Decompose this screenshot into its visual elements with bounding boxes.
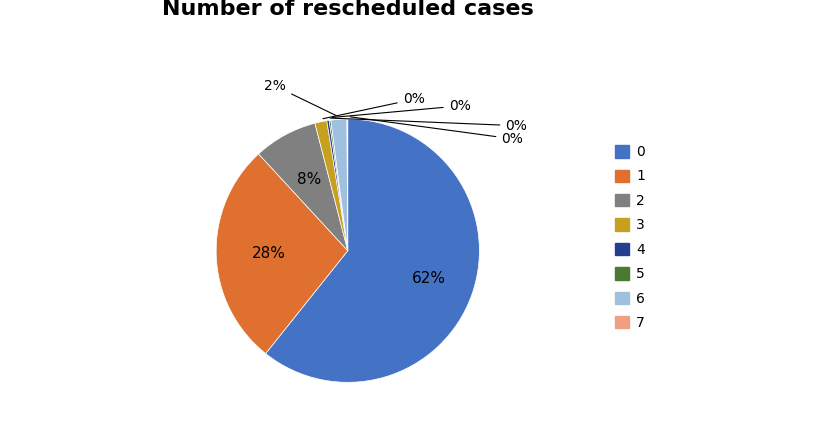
- Title: Number of rescheduled cases: Number of rescheduled cases: [162, 0, 534, 20]
- Text: 28%: 28%: [252, 246, 286, 261]
- Wedge shape: [329, 120, 348, 251]
- Wedge shape: [315, 121, 348, 251]
- Text: 0%: 0%: [323, 92, 425, 119]
- Text: 0%: 0%: [330, 118, 527, 133]
- Text: 2%: 2%: [265, 79, 336, 115]
- Text: 62%: 62%: [411, 271, 446, 286]
- Wedge shape: [327, 120, 348, 251]
- Text: 8%: 8%: [297, 171, 321, 186]
- Text: 0%: 0%: [333, 99, 471, 117]
- Wedge shape: [331, 119, 348, 251]
- Wedge shape: [266, 119, 479, 382]
- Legend: 0, 1, 2, 3, 4, 5, 6, 7: 0, 1, 2, 3, 4, 5, 6, 7: [615, 145, 645, 330]
- Wedge shape: [259, 123, 348, 251]
- Text: 0%: 0%: [350, 117, 523, 146]
- Wedge shape: [216, 154, 348, 353]
